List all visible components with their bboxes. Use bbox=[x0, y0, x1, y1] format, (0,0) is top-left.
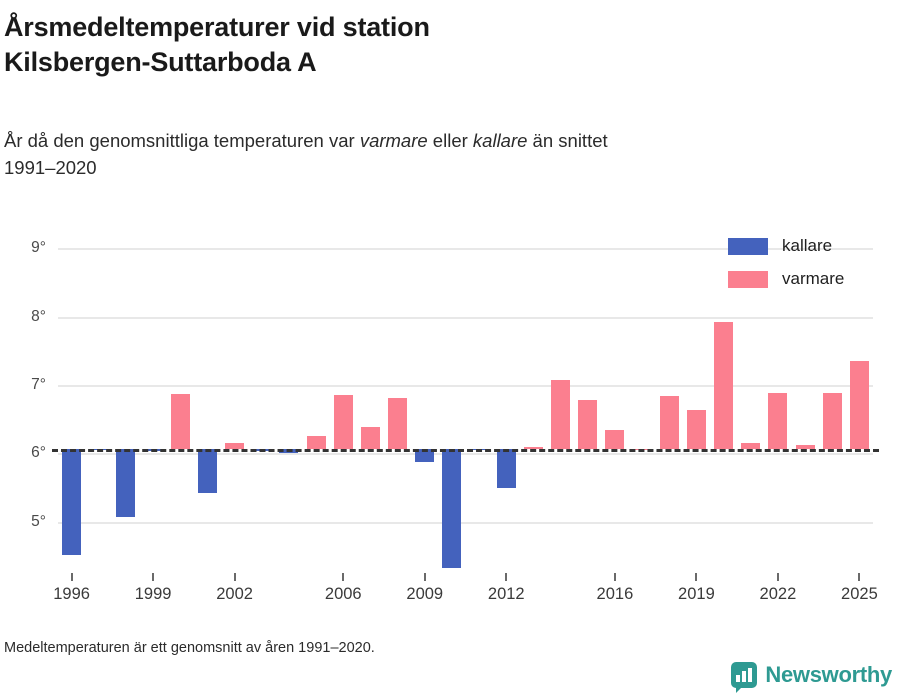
x-axis-tick-mark bbox=[505, 573, 508, 581]
x-axis-tick-mark bbox=[233, 573, 236, 581]
x-axis-tick-mark bbox=[342, 573, 345, 581]
chart-legend: kallare varmare bbox=[728, 236, 844, 302]
bar-2006[interactable] bbox=[333, 395, 353, 449]
bar-2013[interactable] bbox=[523, 446, 543, 449]
bar-2009[interactable] bbox=[415, 448, 435, 463]
y-axis-tick-label: 7° bbox=[31, 376, 46, 394]
x-axis-tick-label: 2012 bbox=[487, 585, 525, 603]
x-axis-tick-mark bbox=[152, 573, 155, 581]
gridline: 5° bbox=[31, 513, 873, 530]
x-axis-tick-label: 1996 bbox=[53, 585, 90, 603]
x-axis-tick-mark bbox=[423, 573, 426, 581]
brand-name: Newsworthy bbox=[765, 662, 892, 687]
bar-2025[interactable] bbox=[849, 360, 869, 449]
bar-2024[interactable] bbox=[822, 393, 842, 449]
legend-label: kallare bbox=[782, 236, 833, 255]
gridline: 6° bbox=[31, 444, 873, 461]
bar-2020[interactable] bbox=[714, 322, 734, 449]
x-axis-tick-mark bbox=[70, 573, 73, 581]
legend-swatch-varmare bbox=[728, 270, 768, 288]
page-subtitle: År då den genomsnittliga temperaturen va… bbox=[4, 128, 854, 182]
x-axis: 1996 1999 2002 2006 2009 2012 2016 2019 2022 2025 bbox=[53, 573, 878, 619]
x-axis-tick-label: 2025 bbox=[841, 585, 878, 603]
bar-2005[interactable] bbox=[306, 436, 326, 449]
bar-2022[interactable] bbox=[768, 392, 788, 449]
newsworthy-logo: Newsworthy bbox=[731, 662, 892, 693]
x-axis-tick-mark bbox=[613, 573, 616, 581]
bar-2007[interactable] bbox=[360, 426, 380, 449]
x-axis-tick-label: 2009 bbox=[406, 585, 444, 603]
footnote: Medeltemperaturen är ett genomsnitt av å… bbox=[4, 640, 375, 656]
gridline: 9° bbox=[31, 239, 873, 256]
bar-2016[interactable] bbox=[605, 430, 625, 449]
legend-item-varmare[interactable]: varmare bbox=[728, 269, 844, 289]
bar-2015[interactable] bbox=[578, 400, 598, 449]
y-axis-tick-label: 8° bbox=[31, 307, 46, 325]
subtitle-emphasis-kallare: kallare bbox=[472, 130, 528, 151]
bar-2002[interactable] bbox=[225, 443, 245, 449]
legend-swatch-kallare bbox=[728, 237, 768, 255]
x-axis-tick-label: 2016 bbox=[596, 585, 634, 603]
bar-2010[interactable] bbox=[442, 448, 462, 568]
bar-2014[interactable] bbox=[551, 379, 571, 449]
bar-2019[interactable] bbox=[686, 410, 706, 449]
subtitle-part-2: eller bbox=[427, 130, 473, 151]
bar-2000[interactable] bbox=[170, 394, 190, 449]
bar-1996[interactable] bbox=[62, 448, 82, 555]
x-axis-tick-label: 1999 bbox=[134, 585, 172, 603]
subtitle-part-1: År då den genomsnittliga temperaturen va… bbox=[4, 130, 360, 151]
x-axis-tick-label: 2002 bbox=[216, 585, 253, 603]
legend-label: varmare bbox=[782, 269, 845, 288]
average-reference-line bbox=[52, 448, 879, 452]
bar-2001[interactable] bbox=[197, 448, 217, 494]
bar-2021[interactable] bbox=[741, 443, 761, 449]
bar-chart-bubble-icon bbox=[731, 662, 758, 693]
gridline: 8° bbox=[31, 308, 873, 325]
x-axis-tick-label: 2006 bbox=[324, 585, 362, 603]
plot-area: 5° 6° 7° 8° 9° bbox=[31, 228, 879, 573]
bar-2018[interactable] bbox=[659, 396, 679, 449]
x-axis-tick-label: 2022 bbox=[759, 585, 797, 603]
page-title: Årsmedeltemperaturer vid station Kilsber… bbox=[4, 12, 430, 77]
bar-2012[interactable] bbox=[496, 448, 516, 488]
y-axis-tick-label: 6° bbox=[31, 444, 46, 462]
subtitle-part-3: än snittet 1991–2020 bbox=[4, 130, 608, 178]
y-axis-tick-label: 5° bbox=[31, 512, 46, 530]
subtitle-emphasis-varmare: varmare bbox=[359, 130, 428, 151]
x-axis-tick-label: 2019 bbox=[678, 585, 715, 603]
bar-series bbox=[58, 228, 873, 573]
bar-2008[interactable] bbox=[388, 398, 408, 449]
gridline: 7° bbox=[31, 376, 873, 393]
y-axis-tick-label: 9° bbox=[31, 239, 46, 257]
x-axis-tick-mark bbox=[858, 573, 861, 581]
bar-2023[interactable] bbox=[795, 445, 815, 449]
x-axis-tick-mark bbox=[695, 573, 698, 581]
x-axis-tick-mark bbox=[776, 573, 779, 581]
legend-item-kallare[interactable]: kallare bbox=[728, 236, 844, 256]
bar-1998[interactable] bbox=[116, 448, 136, 517]
